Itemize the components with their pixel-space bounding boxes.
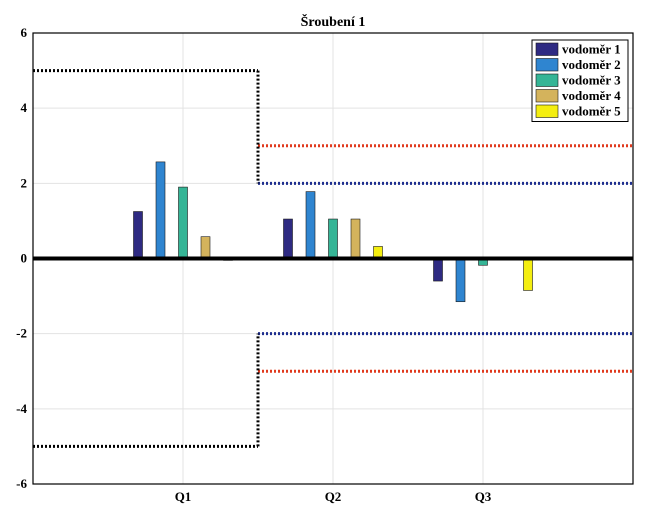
y-tick-label: 4 — [21, 100, 28, 115]
legend-swatch — [535, 104, 559, 118]
plot-frame — [32, 32, 634, 485]
legend-swatch — [535, 89, 559, 103]
bar — [455, 258, 466, 303]
bar — [283, 218, 293, 259]
legend-label: vodoměr 1 — [562, 42, 621, 57]
legend-swatch — [535, 58, 559, 72]
bar — [350, 218, 361, 259]
y-tick-label: 2 — [21, 175, 28, 190]
chart-title: Šroubení 1 — [301, 13, 366, 30]
legend-label: vodoměr 3 — [562, 73, 621, 88]
x-tick-label: Q3 — [475, 489, 492, 504]
bar — [133, 211, 143, 259]
legend-label: vodoměr 2 — [562, 57, 621, 72]
bar — [200, 236, 211, 259]
legend-label: vodoměr 4 — [562, 88, 621, 103]
x-tick-label: Q1 — [175, 489, 192, 504]
y-tick-label: 6 — [21, 25, 28, 40]
bar — [523, 258, 533, 291]
y-tick-label: 0 — [21, 251, 28, 266]
y-tick-label: -2 — [16, 326, 27, 341]
bar — [433, 258, 443, 282]
bar — [155, 161, 166, 259]
x-tick-label: Q2 — [325, 489, 342, 504]
y-tick-label: -4 — [16, 401, 27, 416]
legend-swatch — [535, 42, 559, 56]
bars — [133, 161, 533, 303]
axes: -6 -4 -2 0 2 4 6 Q1 Q2 Q3 — [16, 25, 634, 504]
bar — [305, 191, 316, 259]
y-tick-label: -6 — [16, 476, 27, 491]
bar — [178, 186, 188, 259]
limit-lines — [33, 69, 633, 448]
bar — [328, 218, 338, 259]
legend-swatch — [535, 73, 559, 87]
legend-label: vodoměr 5 — [562, 104, 621, 119]
